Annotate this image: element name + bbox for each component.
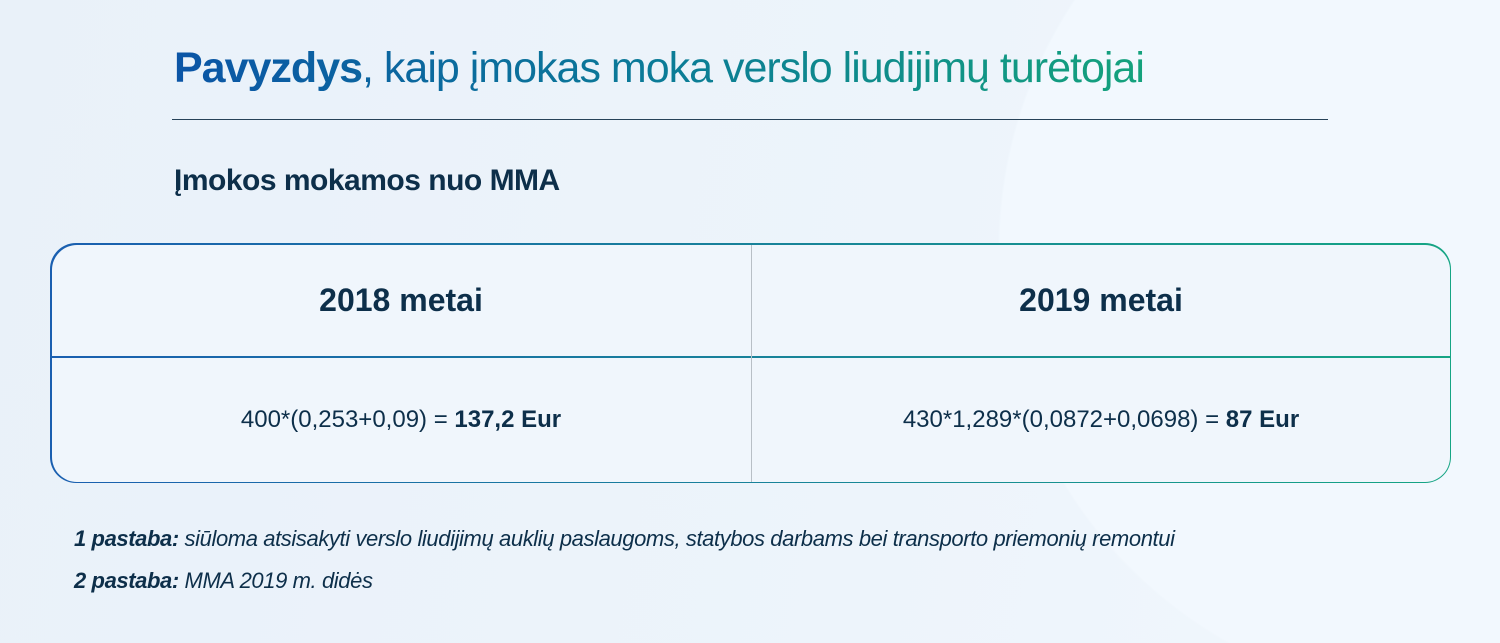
- title-rest: , kaip įmokas moka verslo liudijimų turė…: [362, 44, 1144, 92]
- formula-2019: 430*1,289*(0,0872+0,0698) =: [902, 405, 1226, 433]
- note-label: 2 pastaba:: [74, 568, 179, 593]
- section-subtitle: Įmokos mokamos nuo MMA: [174, 164, 560, 197]
- page-title: Pavyzdys, kaip įmokas moka verslo liudij…: [174, 44, 1144, 93]
- note-text: MMA 2019 m. didės: [178, 568, 373, 593]
- table-body: 2018 metai 2019 metai 400*(0,253+0,09) =…: [51, 244, 1451, 482]
- column-divider: [750, 244, 752, 482]
- note-1: 1 pastaba: siūloma atsisakyti verslo liu…: [74, 526, 1175, 552]
- title-bold: Pavyzdys: [174, 44, 363, 92]
- cell-2019: 430*1,289*(0,0872+0,0698) = 87 Eur: [752, 358, 1451, 482]
- header-2019: 2019 metai: [1019, 281, 1183, 318]
- comparison-table: 2018 metai 2019 metai 400*(0,253+0,09) =…: [50, 243, 1451, 483]
- note-text: siūloma atsisakyti verslo liudijimų aukl…: [178, 526, 1175, 551]
- header-2018: 2018 metai: [319, 281, 483, 318]
- divider: [172, 119, 1328, 120]
- note-label: 1 pastaba:: [74, 526, 179, 551]
- note-2: 2 pastaba: MMA 2019 m. didės: [74, 568, 373, 594]
- result-2019: 87 Eur: [1225, 405, 1300, 433]
- result-2018: 137,2 Eur: [454, 405, 562, 433]
- formula-2018: 400*(0,253+0,09) =: [240, 405, 455, 433]
- cell-2018: 400*(0,253+0,09) = 137,2 Eur: [52, 358, 751, 482]
